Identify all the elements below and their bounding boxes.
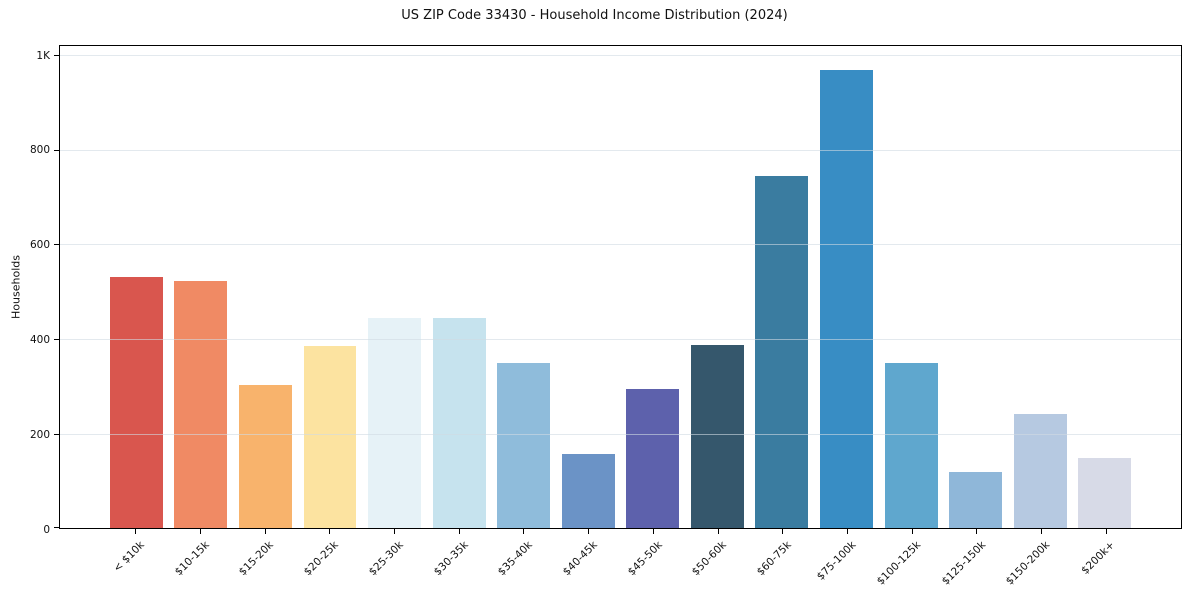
- plot-area: [54, 45, 1182, 529]
- x-tick-label: $10-15k: [172, 539, 212, 579]
- bar-band: [362, 46, 427, 528]
- bar-band: [491, 46, 556, 528]
- x-axis-cell: $15-20k: [232, 529, 297, 590]
- x-tick-label: $15-20k: [237, 539, 277, 579]
- y-tick-mark: [54, 433, 59, 435]
- x-tick-mark: [329, 529, 331, 534]
- bar: [755, 175, 809, 528]
- x-tick-label: $20-25k: [301, 539, 341, 579]
- x-tick-mark: [588, 529, 590, 534]
- bar-band: [685, 46, 750, 528]
- bar-band: [169, 46, 234, 528]
- bar-band: [750, 46, 815, 528]
- bar-band: [298, 46, 363, 528]
- bar: [820, 69, 873, 528]
- x-tick-label: $25-30k: [366, 539, 406, 579]
- x-tick-mark: [717, 529, 719, 534]
- x-tick-label: < $10k: [111, 539, 147, 575]
- x-axis-cell: $100-125k: [875, 529, 944, 590]
- x-tick-label: $150-200k: [1003, 539, 1053, 588]
- x-tick-label: $200k+: [1079, 539, 1118, 577]
- x-tick-label: $75-100k: [814, 539, 859, 583]
- x-axis-cell: $25-30k: [362, 529, 427, 590]
- bar-band: [556, 46, 621, 528]
- bar: [109, 277, 163, 528]
- x-tick-mark: [458, 529, 460, 534]
- x-axis-cell: $200k+: [1073, 529, 1138, 590]
- bar-band: [427, 46, 492, 528]
- x-tick-mark: [135, 529, 137, 534]
- bar: [432, 318, 486, 528]
- x-tick-label: $30-35k: [431, 539, 471, 579]
- x-tick-label: $125-150k: [939, 539, 988, 588]
- chart-title: US ZIP Code 33430 - Household Income Dis…: [401, 8, 788, 23]
- y-tick-label: 200: [29, 429, 50, 442]
- y-tick-label: 1K: [36, 49, 50, 62]
- bar-band: [814, 46, 879, 528]
- bar: [174, 280, 228, 528]
- x-axis-cell: $60-75k: [750, 529, 815, 590]
- bar: [884, 363, 938, 528]
- x-axis-cell: $35-40k: [491, 529, 556, 590]
- x-axis-cell: $20-25k: [297, 529, 362, 590]
- x-axis-cell: $150-200k: [1004, 529, 1074, 590]
- bar-band: [1008, 46, 1073, 528]
- x-tick-mark: [652, 529, 654, 534]
- y-tick-mark: [54, 244, 59, 246]
- bar-band: [943, 46, 1008, 528]
- x-tick-label: $60-75k: [754, 539, 794, 579]
- bar: [1078, 458, 1132, 528]
- y-tick-label: 800: [29, 144, 50, 157]
- x-axis-cell: $45-50k: [621, 529, 686, 590]
- x-axis-cell: < $10k: [103, 529, 168, 590]
- x-axis-cell: $40-45k: [556, 529, 621, 590]
- x-axis-cell: $10-15k: [168, 529, 233, 590]
- bar-band: [1072, 46, 1137, 528]
- bar: [949, 471, 1003, 528]
- x-tick-label: $45-50k: [625, 539, 665, 579]
- x-tick-mark: [1105, 529, 1107, 534]
- x-axis-cell: $50-60k: [685, 529, 750, 590]
- x-tick-label: $50-60k: [689, 539, 730, 579]
- y-tick-mark: [54, 149, 59, 151]
- x-axis-cell: $75-100k: [815, 529, 880, 590]
- bar: [368, 317, 421, 528]
- y-tick-mark: [54, 338, 59, 340]
- y-axis-tick-labels: 0 200 400 600 800 1K: [0, 45, 50, 537]
- x-tick-mark: [782, 529, 784, 534]
- x-axis-tick-labels: < $10k $10-15k $15-20k $20-25k $25-30k $30-35…: [59, 529, 1182, 590]
- bar: [626, 389, 680, 528]
- y-tick-label: 0: [43, 524, 50, 536]
- bar: [1013, 413, 1067, 528]
- bar: [238, 385, 292, 528]
- bar-band: [879, 46, 944, 528]
- y-tick-label: 600: [29, 239, 50, 252]
- bar: [561, 453, 615, 528]
- x-tick-mark: [523, 529, 525, 534]
- x-tick-mark: [394, 529, 396, 534]
- y-tick-mark: [54, 527, 59, 528]
- bar: [690, 344, 744, 528]
- x-axis-cell: $30-35k: [426, 529, 491, 590]
- bar: [497, 362, 551, 528]
- x-tick-mark: [264, 529, 266, 534]
- y-tick-label: 400: [29, 334, 50, 347]
- y-tick-mark: [54, 55, 59, 57]
- bar: [303, 345, 357, 528]
- bar-band: [621, 46, 686, 528]
- x-tick-mark: [846, 529, 848, 534]
- x-tick-mark: [200, 529, 202, 534]
- x-tick-label: $35-40k: [495, 539, 535, 579]
- x-tick-label: $40-45k: [560, 539, 600, 579]
- x-tick-label: $100-125k: [874, 539, 924, 588]
- x-axis-cell: $125-150k: [939, 529, 1009, 590]
- x-tick-mark: [1040, 529, 1042, 534]
- bar-band: [233, 46, 298, 528]
- x-tick-mark: [911, 529, 913, 534]
- bars-container: [60, 46, 1181, 528]
- x-tick-mark: [976, 529, 978, 534]
- bar-band: [104, 46, 169, 528]
